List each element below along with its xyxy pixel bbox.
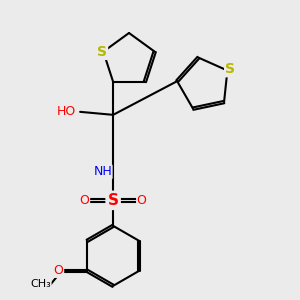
Text: CH₃: CH₃ [30,279,51,289]
Text: O: O [80,194,90,207]
Text: HO: HO [56,105,76,118]
Text: O: O [137,194,147,207]
Text: O: O [54,264,64,277]
Text: S: S [97,45,107,59]
Text: NH: NH [93,165,112,178]
Text: S: S [225,62,236,76]
Text: S: S [108,193,118,208]
